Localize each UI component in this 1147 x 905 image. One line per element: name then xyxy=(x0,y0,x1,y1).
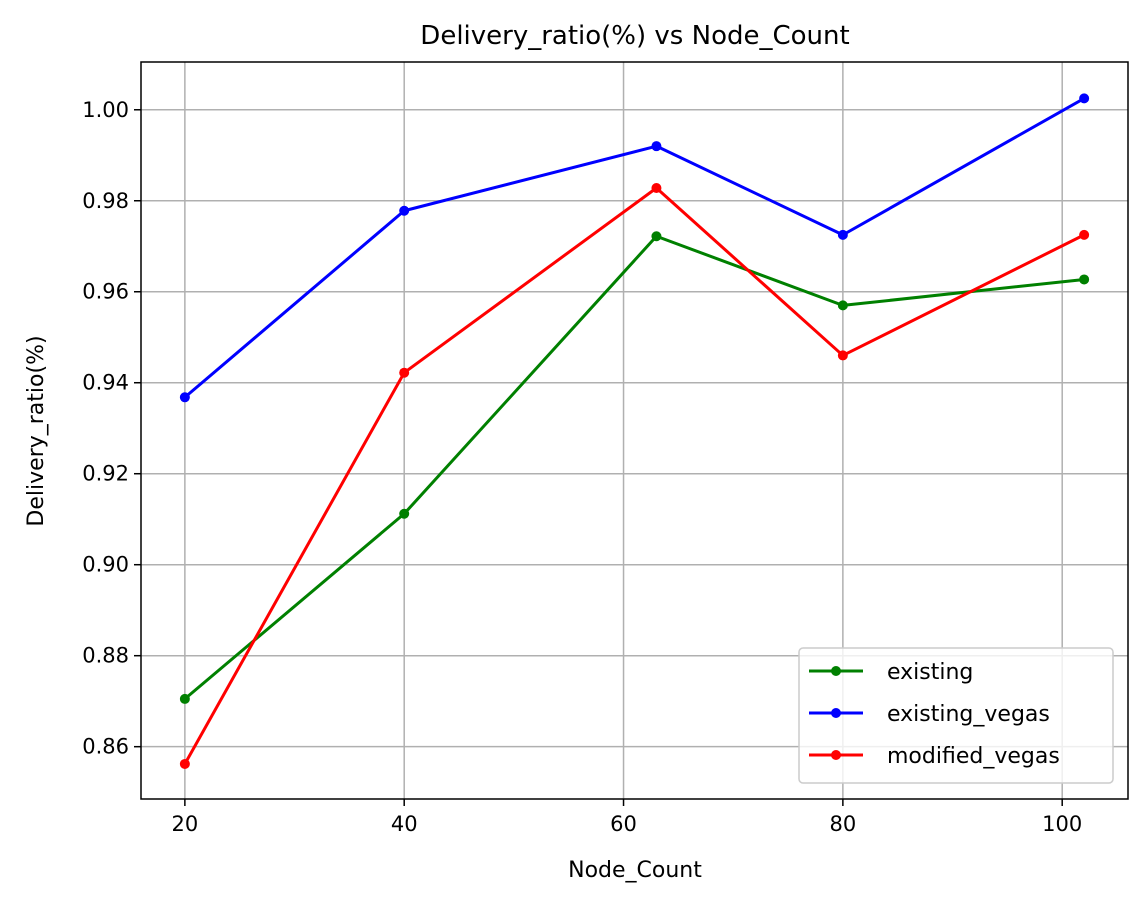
data-point xyxy=(399,205,410,216)
data-point xyxy=(1079,229,1090,240)
x-tick-label: 60 xyxy=(610,812,637,836)
series-existing-vegas xyxy=(179,93,1090,403)
x-tick-label: 80 xyxy=(829,812,856,836)
data-point xyxy=(1079,93,1090,104)
data-point xyxy=(651,231,662,242)
y-tick-label: 0.96 xyxy=(82,280,129,304)
y-tick-label: 0.98 xyxy=(82,189,129,213)
data-point xyxy=(179,392,190,403)
legend: existing existing_vegas modified_vegas xyxy=(798,647,1114,784)
y-tick-label: 0.94 xyxy=(82,371,129,395)
legend-swatch-marker xyxy=(831,750,841,760)
data-point xyxy=(837,300,848,311)
chart-title: Delivery_ratio(%) vs Node_Count xyxy=(420,21,849,51)
data-point xyxy=(399,508,410,519)
series-existing xyxy=(179,231,1090,704)
legend-label: existing_vegas xyxy=(887,702,1050,727)
plot-frame xyxy=(140,61,1129,800)
y-tick-label: 0.90 xyxy=(82,553,129,577)
legend-item: existing xyxy=(809,660,973,685)
y-tick-label: 0.88 xyxy=(82,644,129,668)
x-tick-label: 40 xyxy=(391,812,418,836)
data-point xyxy=(651,141,662,152)
y-axis-title: Delivery_ratio(%) xyxy=(24,335,49,526)
data-point xyxy=(837,350,848,361)
series-modified-vegas xyxy=(179,183,1090,769)
y-tick-label: 1.00 xyxy=(82,98,129,122)
data-point xyxy=(179,758,190,769)
data-point xyxy=(837,229,848,240)
x-tick-label: 20 xyxy=(171,812,198,836)
legend-swatch-marker xyxy=(831,708,841,718)
series-line xyxy=(183,97,1085,399)
data-point xyxy=(179,693,190,704)
series-line xyxy=(183,234,1085,701)
y-tick-label: 0.86 xyxy=(82,735,129,759)
legend-item: existing_vegas xyxy=(809,702,1050,727)
legend-label: modified_vegas xyxy=(887,744,1060,769)
data-point xyxy=(651,183,662,194)
data-point xyxy=(1079,274,1090,285)
legend-item: modified_vegas xyxy=(809,744,1060,769)
series-layer xyxy=(179,93,1090,769)
y-tick-label: 0.92 xyxy=(82,462,129,486)
legend-swatch-marker xyxy=(831,666,841,676)
grid xyxy=(141,62,1128,799)
x-axis-title: Node_Count xyxy=(568,858,702,883)
data-point xyxy=(399,367,410,378)
legend-box xyxy=(798,647,1114,784)
ticks: 20 40 60 80 100 0.86 0.88 0.90 0.92 0.94 0.96 0.98 1… xyxy=(82,98,1082,836)
x-tick-label: 100 xyxy=(1042,812,1082,836)
legend-label: existing xyxy=(887,660,973,685)
